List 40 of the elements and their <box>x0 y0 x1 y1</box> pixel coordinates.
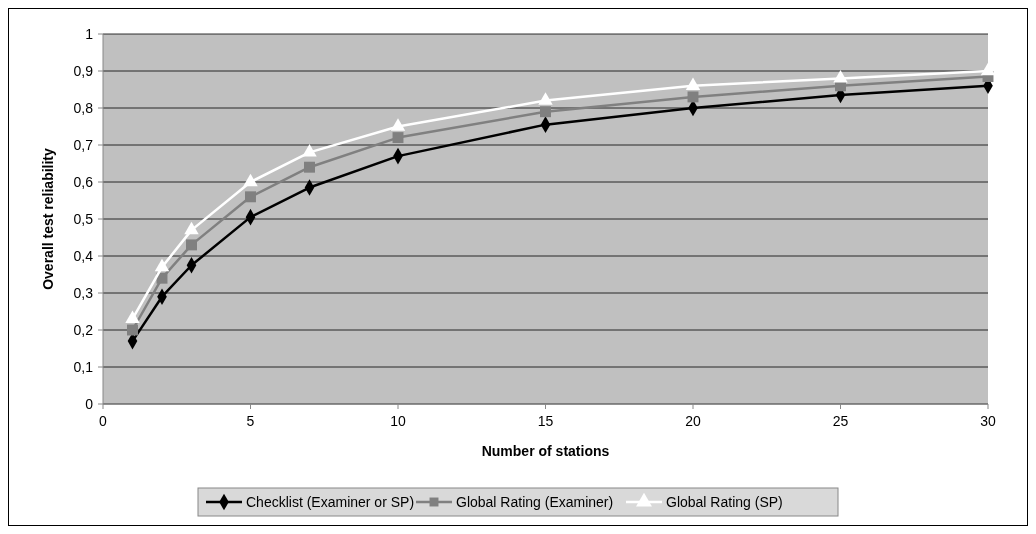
point <box>184 221 199 235</box>
point <box>245 191 256 203</box>
point <box>540 106 551 118</box>
point <box>538 92 553 105</box>
legend-label: Checklist (Examiner or SP) <box>246 493 415 510</box>
x-tick-label: 20 <box>685 413 701 429</box>
legend-label: Global Rating (SP) <box>666 493 783 510</box>
x-tick-label: 5 <box>246 413 255 429</box>
y-tick-label: 0,5 <box>73 210 94 227</box>
y-tick-label: 0 <box>85 395 94 412</box>
y-tick-label: 0,8 <box>73 99 94 116</box>
y-axis-title: Overall test reliability <box>40 147 56 290</box>
point <box>127 324 138 336</box>
point <box>390 118 406 131</box>
y-tick-label: 0,3 <box>73 284 94 301</box>
x-axis-title: Number of stations <box>481 443 610 459</box>
point <box>154 258 170 272</box>
point <box>980 62 996 76</box>
y-tick-label: 0,9 <box>73 62 94 79</box>
point <box>125 310 140 324</box>
point <box>685 77 701 90</box>
x-tick-label: 15 <box>537 413 554 429</box>
legend-label: Global Rating (Examiner) <box>456 493 614 510</box>
x-tick-label: 30 <box>980 413 996 429</box>
point <box>392 132 404 144</box>
x-tick-label: 0 <box>99 413 108 429</box>
point <box>243 173 258 187</box>
point <box>833 70 848 83</box>
point <box>186 239 197 251</box>
x-tick-label: 25 <box>832 413 849 429</box>
y-tick-label: 0,6 <box>73 173 94 190</box>
x-tick-label: 10 <box>390 413 406 429</box>
y-tick-label: 1 <box>85 25 94 42</box>
point <box>302 144 317 157</box>
y-tick-label: 0,2 <box>73 321 94 338</box>
y-tick-label: 0,4 <box>73 247 94 264</box>
point <box>304 161 315 173</box>
y-tick-label: 0,7 <box>73 136 94 153</box>
point <box>687 91 699 103</box>
y-tick-label: 0,1 <box>73 358 94 375</box>
